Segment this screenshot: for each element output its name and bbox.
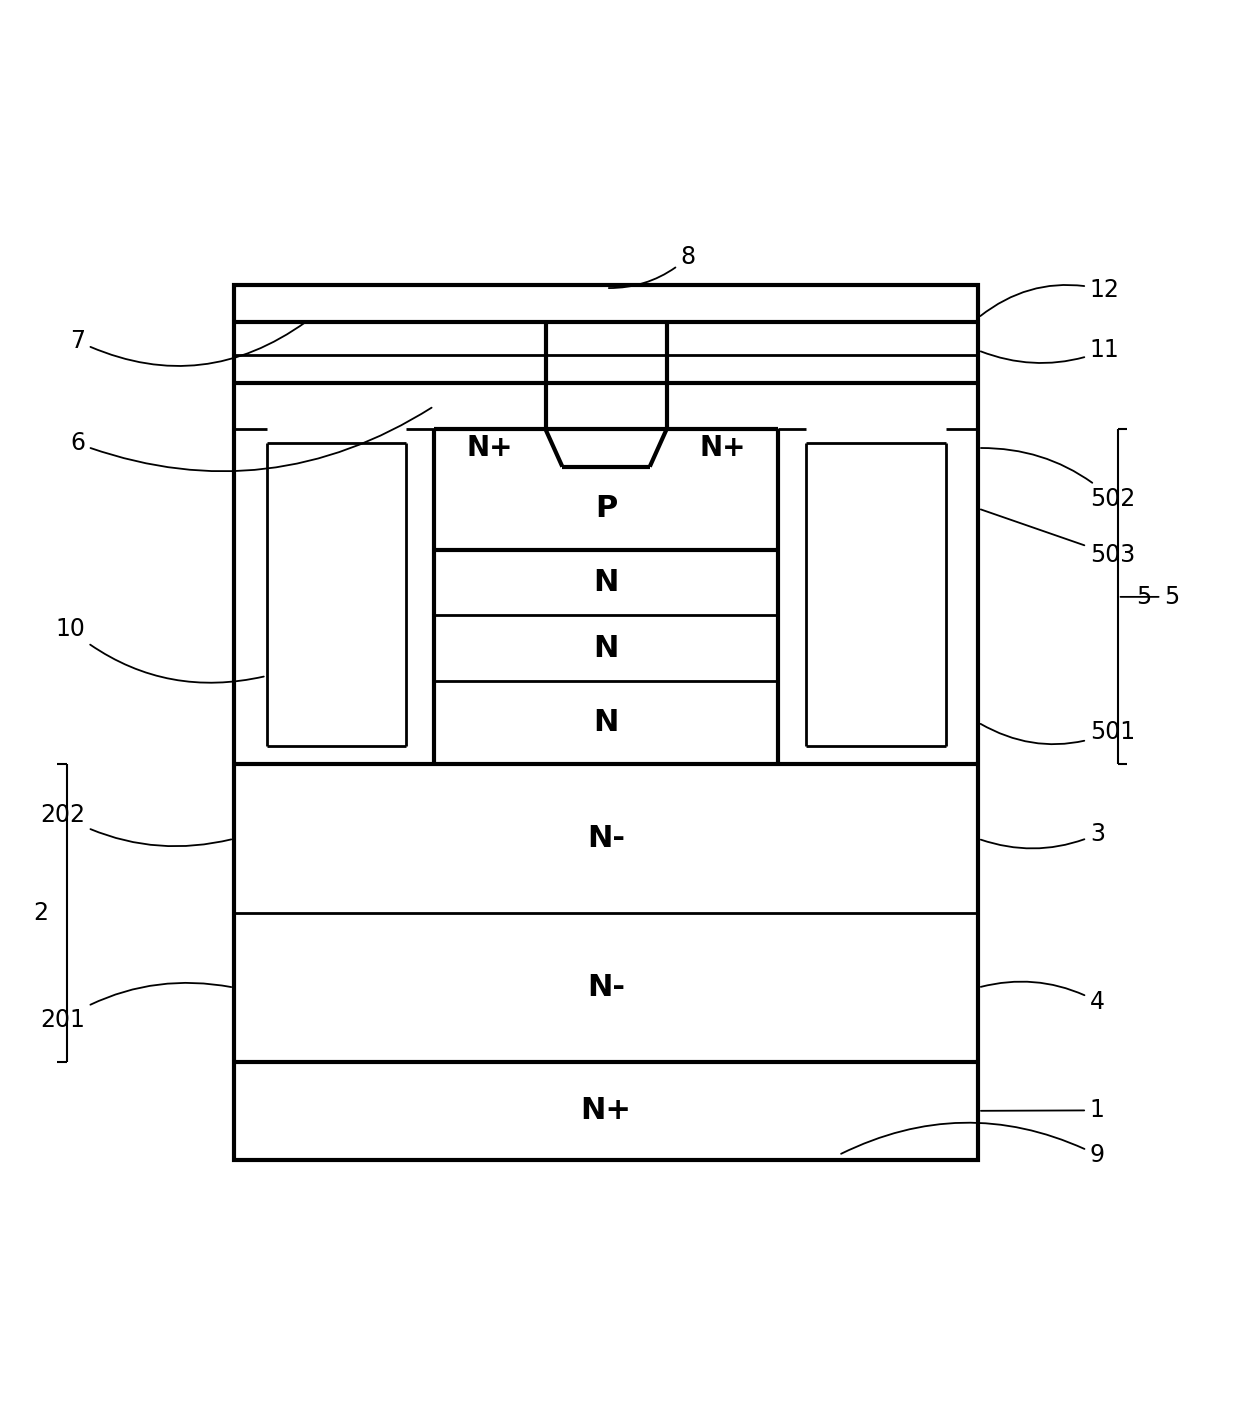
Text: P: P xyxy=(595,495,618,523)
Text: 202: 202 xyxy=(40,803,231,846)
Text: 12: 12 xyxy=(981,278,1120,316)
Text: 5: 5 xyxy=(1136,585,1152,609)
Text: 4: 4 xyxy=(981,982,1105,1013)
Text: N: N xyxy=(594,708,619,737)
Text: 1: 1 xyxy=(981,1098,1105,1122)
Text: N-: N- xyxy=(587,973,625,1002)
Text: N-: N- xyxy=(587,825,625,853)
Bar xyxy=(234,285,978,1159)
Text: N: N xyxy=(594,568,619,598)
Text: 2: 2 xyxy=(33,901,48,925)
Text: N+: N+ xyxy=(580,1095,631,1125)
Text: 7: 7 xyxy=(71,322,306,366)
Text: 3: 3 xyxy=(981,822,1105,849)
Text: 502: 502 xyxy=(981,448,1135,512)
Text: 9: 9 xyxy=(841,1122,1105,1168)
Text: 501: 501 xyxy=(981,720,1135,744)
Text: 201: 201 xyxy=(40,983,231,1032)
Text: 8: 8 xyxy=(609,245,696,288)
Text: 10: 10 xyxy=(56,618,264,683)
Text: 6: 6 xyxy=(71,408,432,472)
Text: N+: N+ xyxy=(466,434,513,462)
Text: N+: N+ xyxy=(699,434,745,462)
Text: N: N xyxy=(594,633,619,663)
Text: 5: 5 xyxy=(1121,585,1179,609)
Text: 11: 11 xyxy=(981,339,1120,363)
Text: 503: 503 xyxy=(981,509,1135,567)
